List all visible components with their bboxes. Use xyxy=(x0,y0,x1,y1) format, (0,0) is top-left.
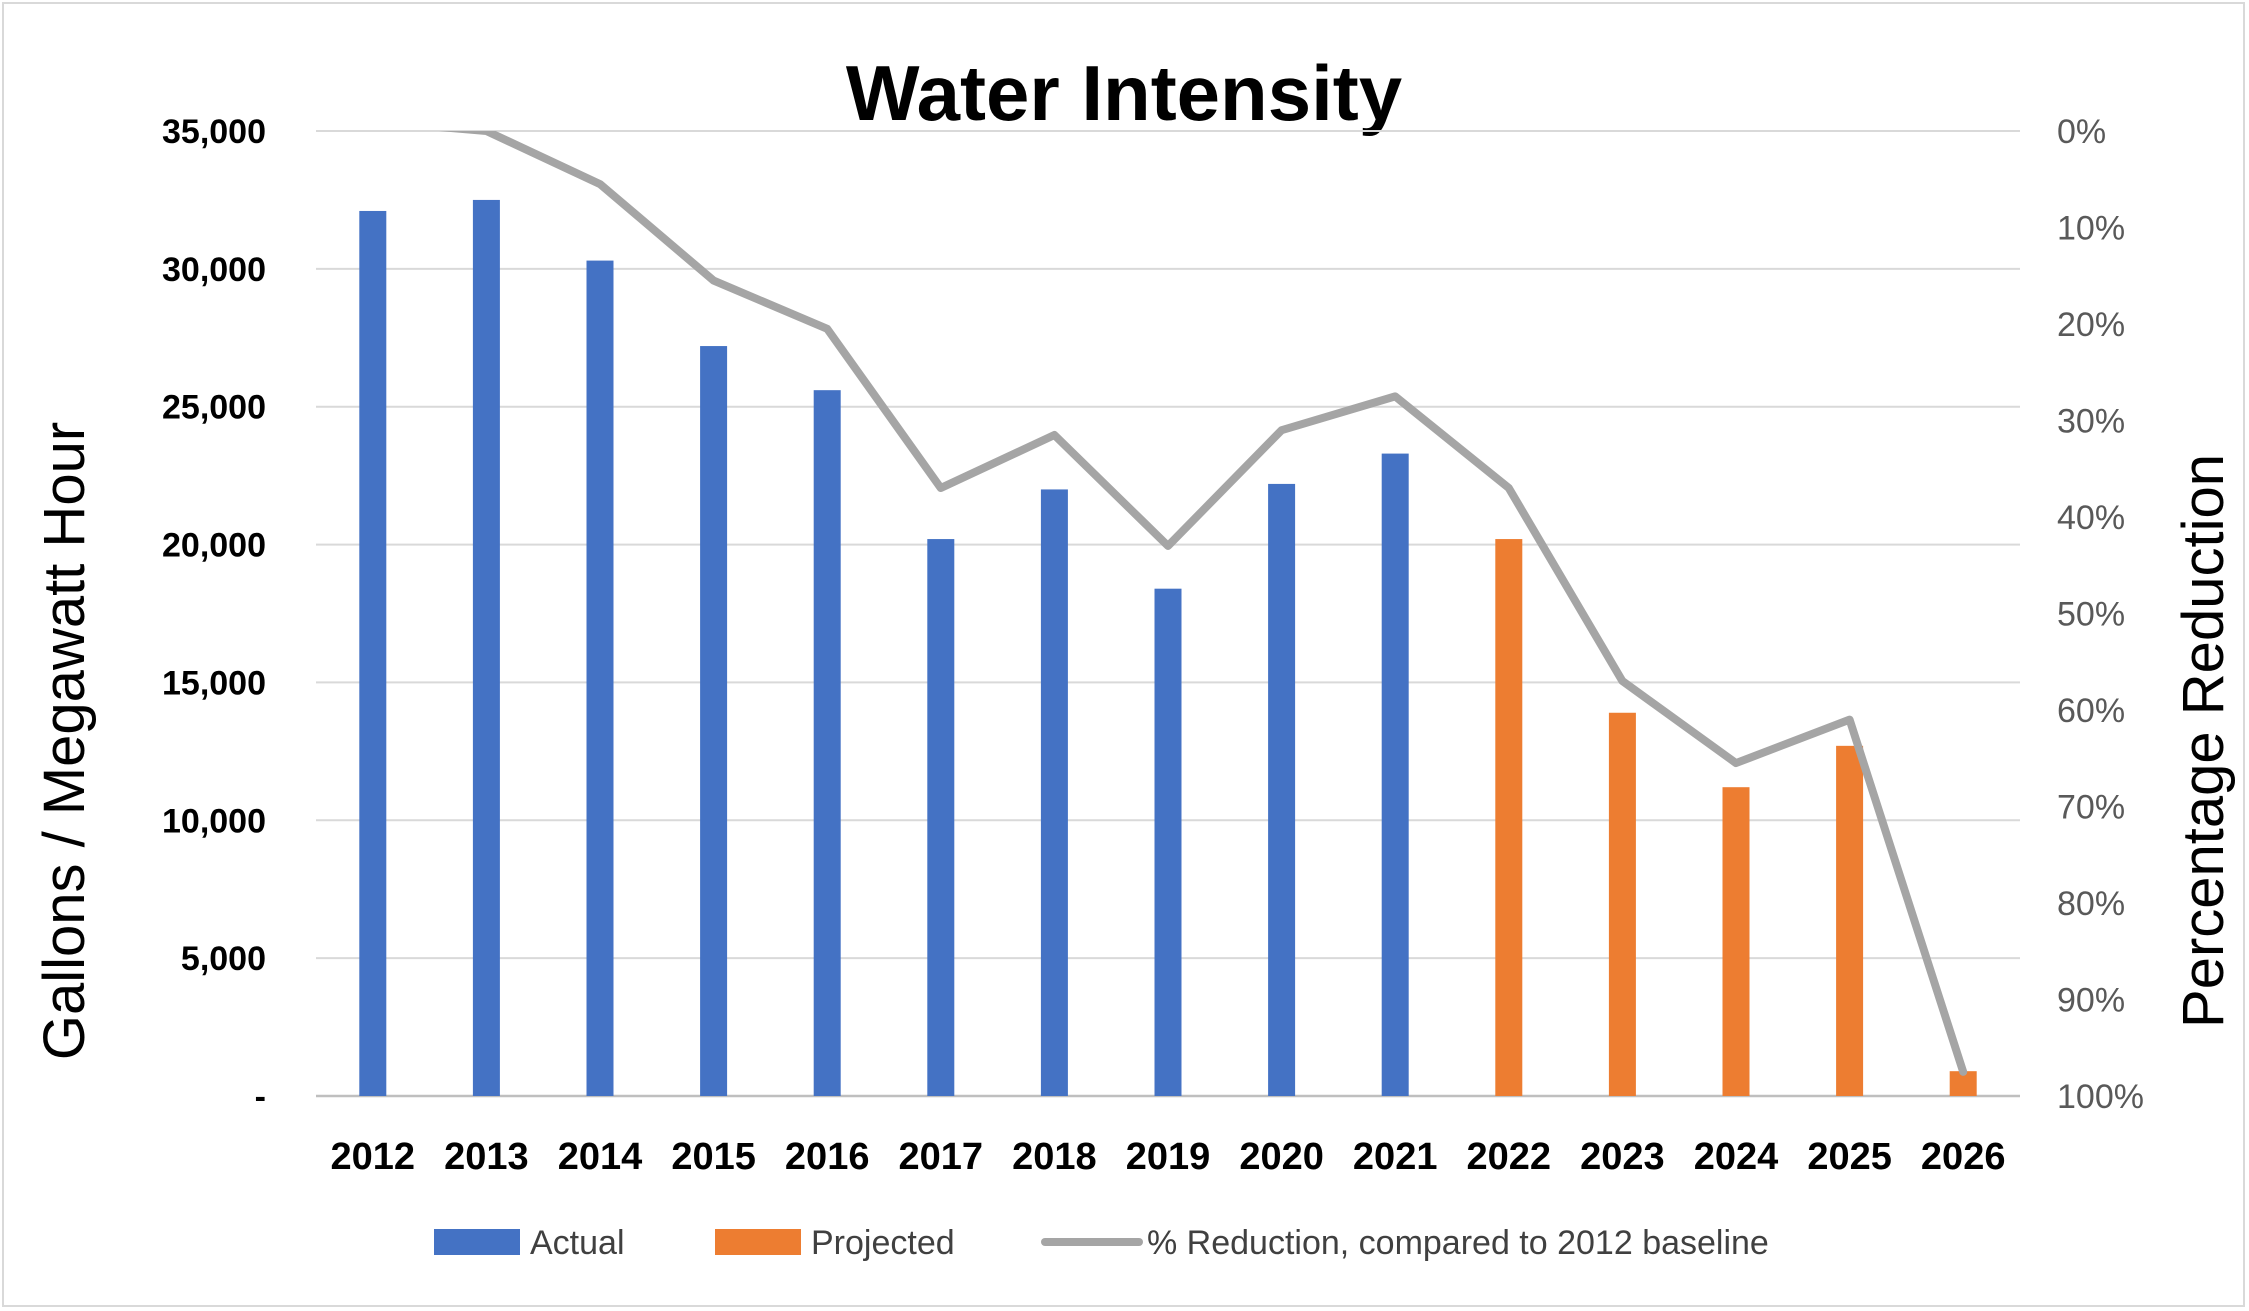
bar-actual-2020 xyxy=(1268,483,1296,1096)
bar-projected-2025 xyxy=(1836,745,1864,1096)
y-tick-label: 10,000 xyxy=(162,802,266,840)
reduction-line xyxy=(439,131,1968,1076)
bar-actual-2013 xyxy=(472,199,500,1096)
y2-axis-title: Percentage Reduction xyxy=(2171,454,2236,1028)
bar-actual-2012 xyxy=(359,210,387,1096)
x-tick-label: 2019 xyxy=(1126,1136,1211,1178)
bar-actual-2017 xyxy=(927,539,955,1096)
bar-actual-2015 xyxy=(700,346,728,1096)
y-tick-label: 25,000 xyxy=(162,389,266,427)
legend-swatch-projected xyxy=(715,1229,801,1255)
y-tick-label: 30,000 xyxy=(162,251,266,289)
y-axis-title: Gallons / Megawatt Hour xyxy=(32,422,97,1060)
chart-title: Water Intensity xyxy=(846,49,1402,137)
legend-label: % Reduction, compared to 2012 baseline xyxy=(1147,1224,1769,1262)
bar-actual-2014 xyxy=(586,260,614,1097)
bar-actual-2021 xyxy=(1381,453,1409,1097)
y-tick-label: - xyxy=(255,1078,266,1116)
bar-projected-2022 xyxy=(1495,539,1523,1096)
y2-tick-label: 0% xyxy=(2057,113,2106,151)
y2-tick-label: 50% xyxy=(2057,596,2125,634)
y-tick-label: 20,000 xyxy=(162,527,266,565)
bars xyxy=(359,199,1977,1097)
bar-projected-2023 xyxy=(1608,712,1636,1096)
x-tick-label: 2012 xyxy=(331,1136,416,1178)
y-tick-label: 5,000 xyxy=(181,940,266,978)
y-tick-label: 35,000 xyxy=(162,113,266,151)
legend-label: Actual xyxy=(530,1224,625,1262)
legend-swatch-actual xyxy=(434,1229,520,1255)
y2-tick-label: 30% xyxy=(2057,403,2125,441)
y-axis-ticks: - 5,000 10,000 15,000 20,000 25,000 30,000 35,0… xyxy=(162,113,266,1116)
x-tick-label: 2014 xyxy=(558,1136,643,1178)
legend: Actual Projected % Reduction, compared to … xyxy=(434,1224,1769,1262)
y2-tick-label: 90% xyxy=(2057,982,2125,1020)
x-tick-label: 2025 xyxy=(1807,1136,1892,1178)
x-tick-label: 2013 xyxy=(444,1136,529,1178)
bar-actual-2018 xyxy=(1040,489,1068,1096)
x-axis-ticks: 2012 2013 2014 2015 2016 2017 2018 2019 2020 2021… xyxy=(331,1136,2006,1178)
y2-axis-ticks: 0% 10% 20% 30% 40% 50% 60% 70% 80% 90% 100% xyxy=(2057,113,2144,1116)
x-tick-label: 2015 xyxy=(671,1136,756,1178)
x-tick-label: 2020 xyxy=(1239,1136,1324,1178)
x-tick-label: 2017 xyxy=(899,1136,984,1178)
x-tick-label: 2022 xyxy=(1467,1136,1552,1178)
legend-label: Projected xyxy=(811,1224,955,1262)
y2-tick-label: 80% xyxy=(2057,885,2125,923)
y-tick-label: 15,000 xyxy=(162,664,266,702)
reduction-line-layer xyxy=(439,131,1968,1076)
bar-projected-2024 xyxy=(1722,787,1750,1096)
x-tick-label: 2026 xyxy=(1921,1136,2006,1178)
y2-tick-label: 100% xyxy=(2057,1078,2144,1116)
x-tick-label: 2024 xyxy=(1694,1136,1779,1178)
y2-tick-label: 10% xyxy=(2057,210,2125,248)
y2-tick-label: 60% xyxy=(2057,692,2125,730)
x-tick-label: 2016 xyxy=(785,1136,870,1178)
x-tick-label: 2023 xyxy=(1580,1136,1665,1178)
y2-tick-label: 20% xyxy=(2057,306,2125,344)
y2-tick-label: 40% xyxy=(2057,499,2125,537)
bar-actual-2019 xyxy=(1154,588,1182,1096)
x-tick-label: 2018 xyxy=(1012,1136,1097,1178)
bar-actual-2016 xyxy=(813,390,841,1097)
x-tick-label: 2021 xyxy=(1353,1136,1438,1178)
y2-tick-label: 70% xyxy=(2057,789,2125,827)
